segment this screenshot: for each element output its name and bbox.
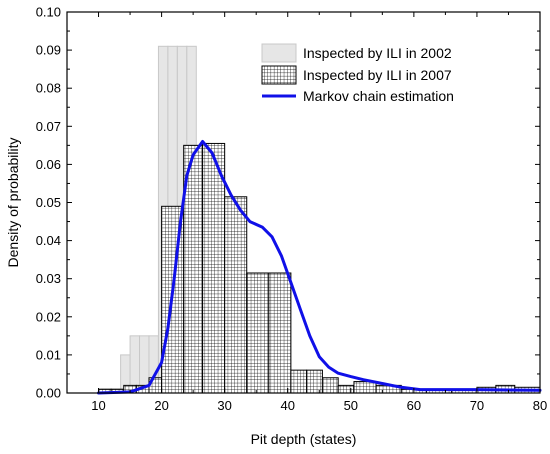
y-tick-label: 0.06 [36,157,61,172]
bar-2007 [353,381,377,394]
legend-label-markov: Markov chain estimation [303,88,454,104]
y-tick-label: 0.01 [36,347,61,362]
y-tick-label: 0.05 [36,195,61,210]
x-tick-label: 40 [280,398,294,413]
y-tick-label: 0.02 [36,309,61,324]
bar-2007 [337,384,355,394]
x-tick-label: 30 [217,398,231,413]
bar-2007 [321,377,339,394]
series-markov-line [97,140,542,395]
y-tick-label: 0.04 [36,233,61,248]
y-tick-label: 0.10 [36,5,61,20]
bar-2007 [306,369,323,394]
y-tick-label: 0.00 [36,386,61,401]
axes: 10 20 30 40 50 60 70 80 0.00 0.01 0.02 0.03 0.04 0.05… [5,5,547,448]
x-tick-label: 50 [344,398,358,413]
bar-2007 [224,196,248,394]
x-axis-title: Pit depth (states) [251,431,357,447]
legend-swatch-2007 [261,65,297,85]
legend-swatch-2002 [261,43,297,63]
y-tick-label: 0.03 [36,271,61,286]
x-tick-label: 80 [533,398,547,413]
x-tick-label: 10 [91,398,105,413]
y-tick-label: 0.08 [36,81,61,96]
bar-2007 [202,142,226,394]
y-tick-label: 0.07 [36,119,61,134]
markov-line [97,140,542,395]
legend: Inspected by ILI in 2002 Inspected by ILI… [261,43,454,104]
x-tick-label: 70 [470,398,484,413]
y-axis-title: Density of probability [5,138,21,268]
bar-2007 [268,272,292,394]
y-tick-label: 0.09 [36,43,61,58]
legend-label-2007: Inspected by ILI in 2007 [303,67,452,83]
bar-2007 [246,272,270,394]
legend-label-2002: Inspected by ILI in 2002 [303,45,452,61]
bar-2007 [290,369,308,394]
bar-2002 [129,335,141,394]
x-tick-label: 20 [154,398,168,413]
x-tick-label: 60 [407,398,421,413]
